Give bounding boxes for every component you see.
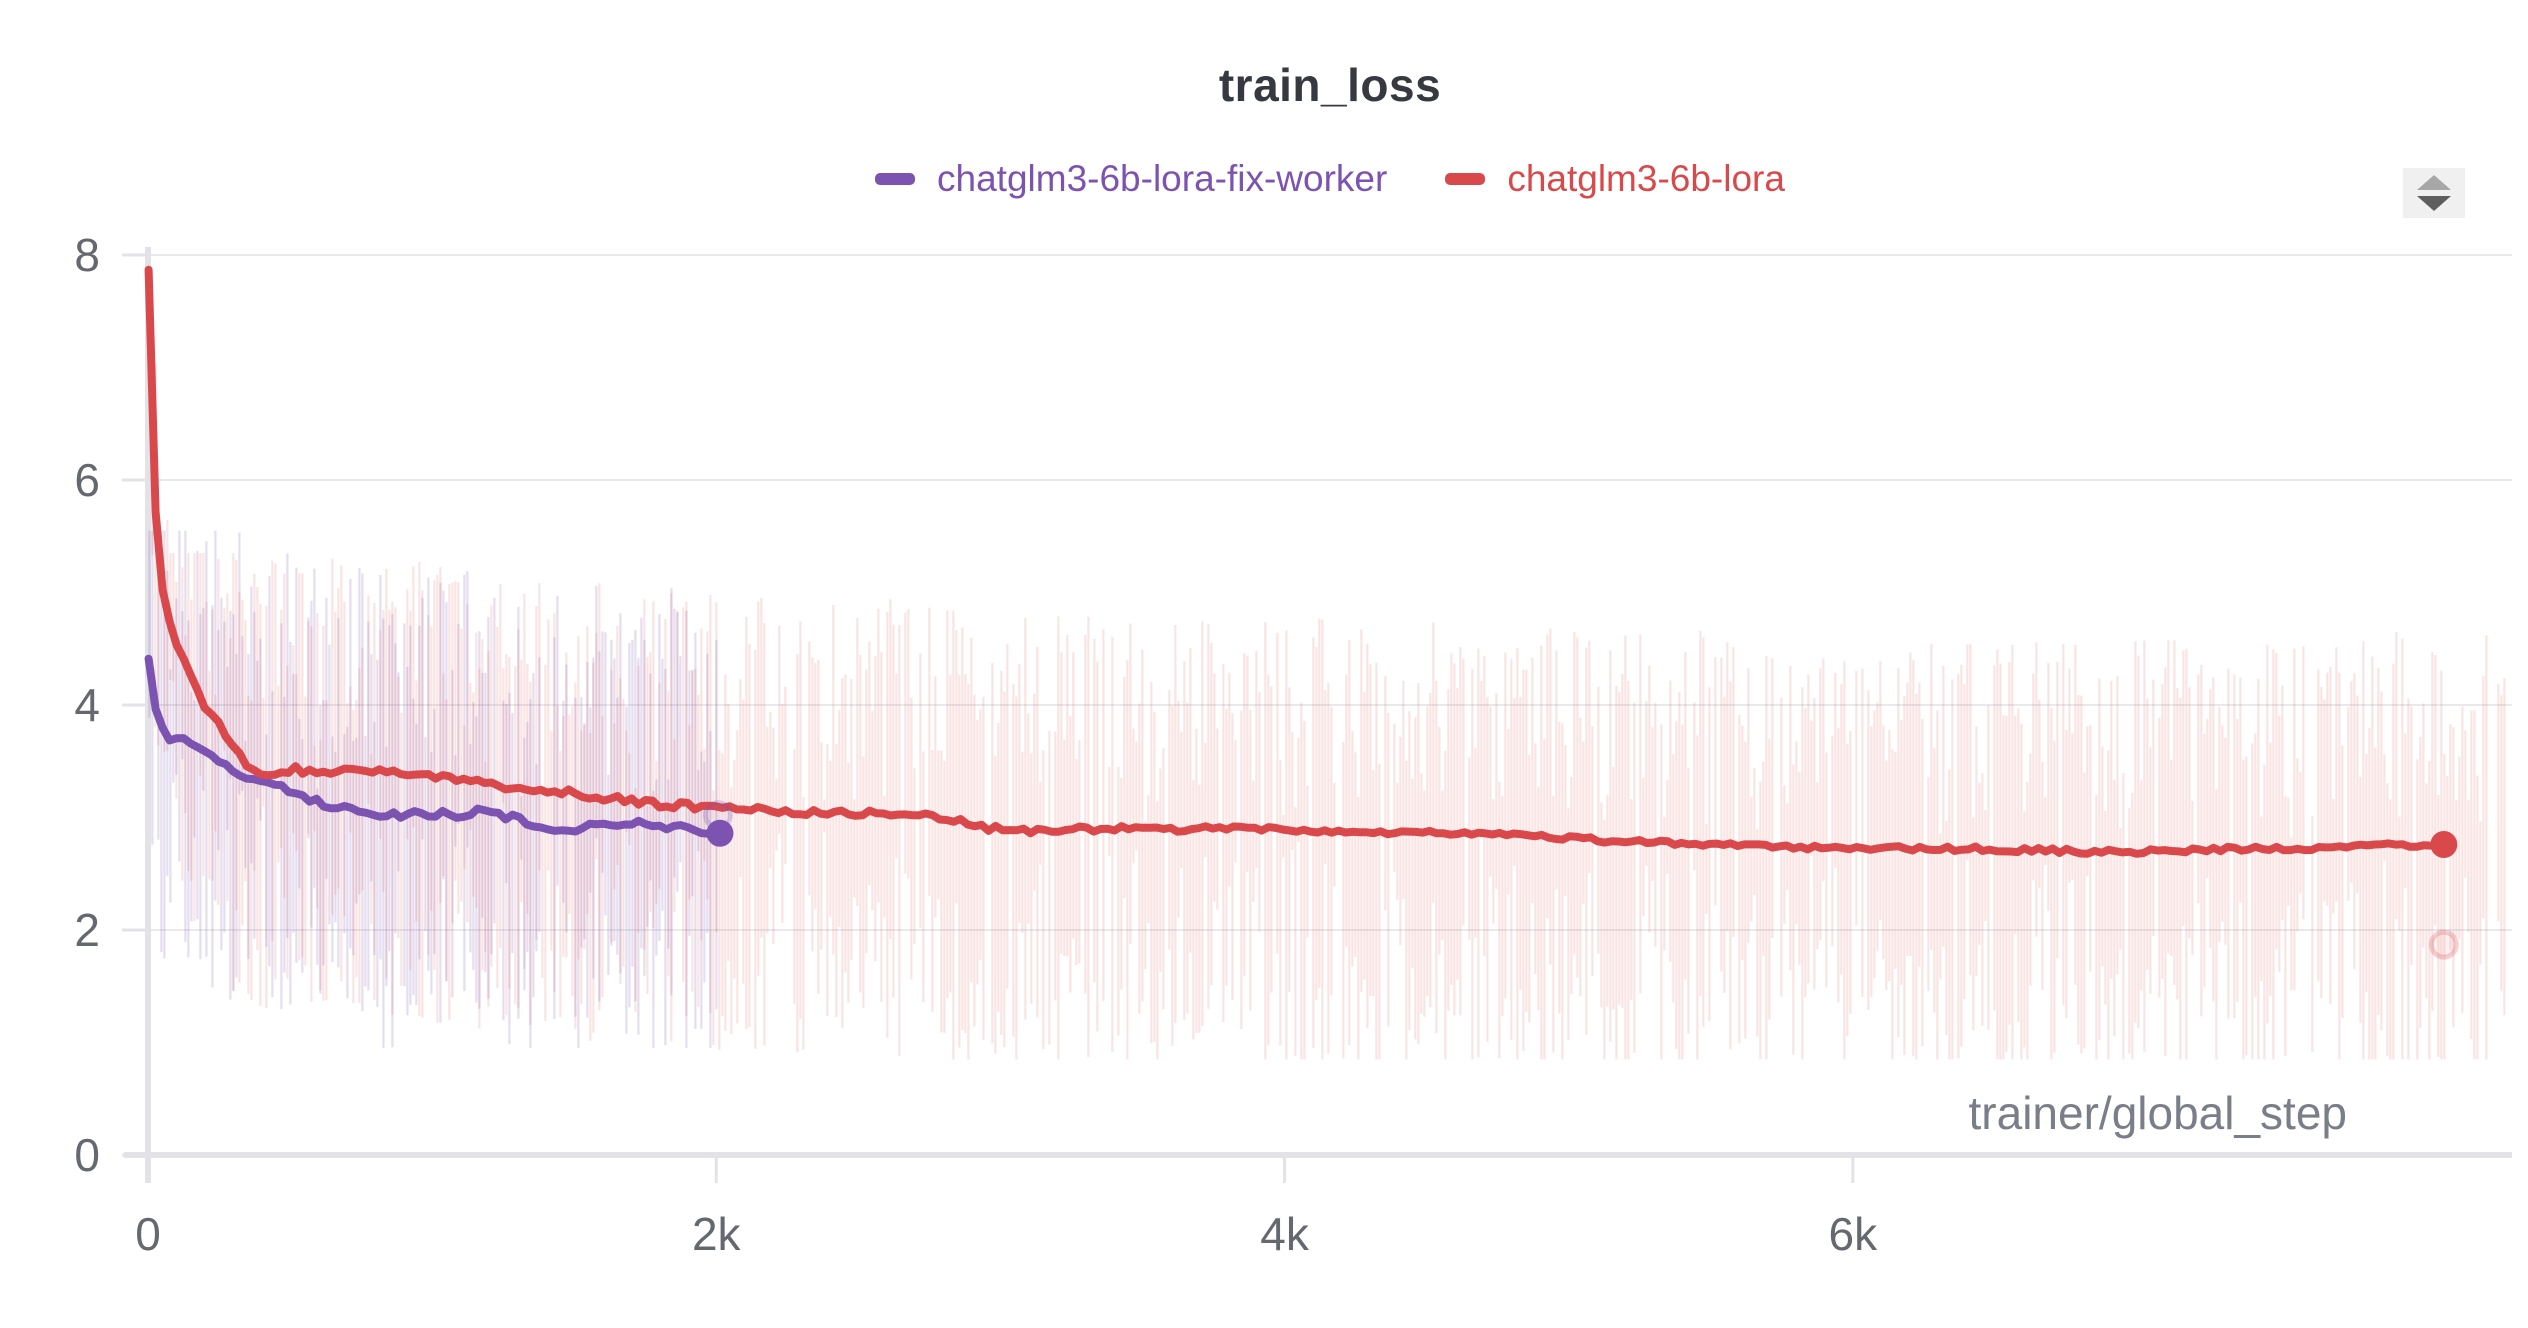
gridlines xyxy=(148,254,2512,931)
legend: chatglm3-6b-lora-fix-worker chatglm3-6b-… xyxy=(148,160,2512,197)
legend-label: chatglm3-6b-lora xyxy=(1507,158,1785,199)
legend-swatch-red xyxy=(1445,172,1486,185)
raw-end-marker-chatglm3-6b-lora xyxy=(2428,929,2459,960)
svg-text:6: 6 xyxy=(74,454,100,506)
svg-text:0: 0 xyxy=(135,1208,161,1260)
svg-text:0: 0 xyxy=(74,1129,100,1181)
svg-text:2k: 2k xyxy=(692,1208,742,1260)
stepper-down-icon[interactable] xyxy=(2417,196,2451,211)
tick-labels: 0 2 4 6 8 0 2k 4k 6k xyxy=(74,229,1878,1260)
stepper-up-icon[interactable] xyxy=(2417,175,2451,190)
end-marker-chatglm3-6b-lora-fix-worker xyxy=(706,819,734,847)
legend-item-chatglm3-6b-lora-fix-worker[interactable]: chatglm3-6b-lora-fix-worker xyxy=(875,160,1387,197)
svg-text:8: 8 xyxy=(74,229,100,281)
svg-text:6k: 6k xyxy=(1829,1208,1879,1260)
x-axis-title: trainer/global_step xyxy=(1968,1087,2347,1139)
svg-text:4k: 4k xyxy=(1260,1208,1310,1260)
end-marker-chatglm3-6b-lora xyxy=(2430,831,2458,858)
chart-title: train_loss xyxy=(1218,59,1442,111)
legend-swatch-purple xyxy=(875,172,916,185)
axis-range-stepper[interactable] xyxy=(2403,168,2465,218)
svg-text:2: 2 xyxy=(74,904,100,956)
series-line-chatglm3-6b-lora-fix-worker xyxy=(144,654,724,840)
series-line-chatglm3-6b-lora xyxy=(144,265,2448,858)
legend-label: chatglm3-6b-lora-fix-worker xyxy=(937,158,1388,199)
axes xyxy=(122,247,2512,1183)
svg-text:4: 4 xyxy=(74,679,100,731)
legend-item-chatglm3-6b-lora[interactable]: chatglm3-6b-lora xyxy=(1445,160,1785,197)
